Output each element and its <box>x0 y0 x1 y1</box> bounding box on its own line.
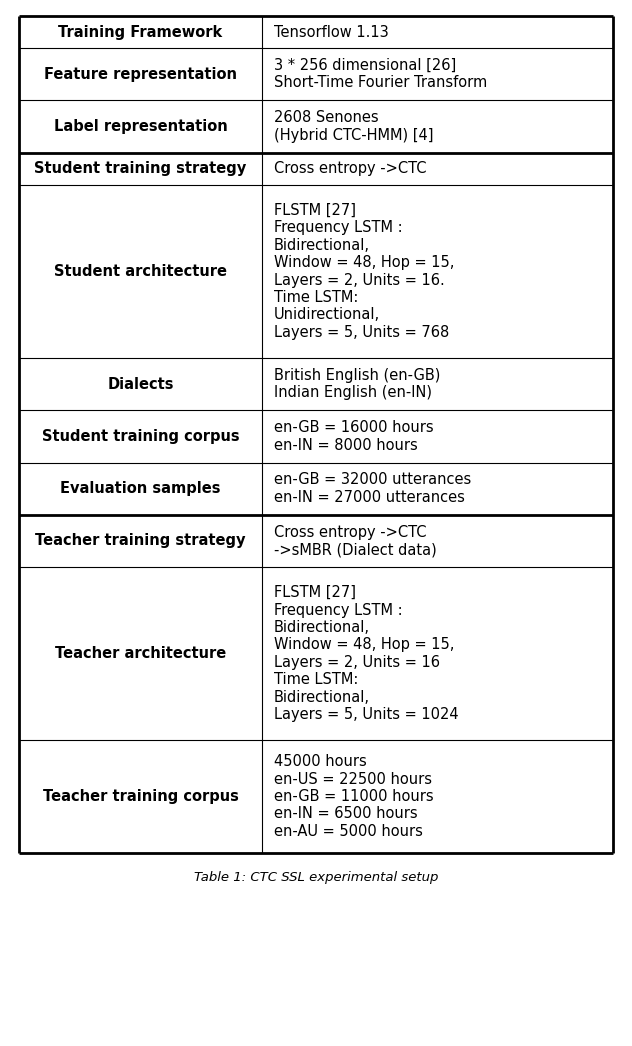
Text: Feature representation: Feature representation <box>44 67 237 82</box>
Text: en-GB = 32000 utterances
en-IN = 27000 utterances: en-GB = 32000 utterances en-IN = 27000 u… <box>274 473 471 505</box>
Text: FLSTM [27]
Frequency LSTM :
Bidirectional,
Window = 48, Hop = 15,
Layers = 2, Un: FLSTM [27] Frequency LSTM : Bidirectiona… <box>274 585 458 722</box>
Text: Student training strategy: Student training strategy <box>35 161 246 177</box>
Text: 2608 Senones
(Hybrid CTC-HMM) [4]: 2608 Senones (Hybrid CTC-HMM) [4] <box>274 111 433 142</box>
Text: en-GB = 16000 hours
en-IN = 8000 hours: en-GB = 16000 hours en-IN = 8000 hours <box>274 420 434 453</box>
Text: Dialects: Dialects <box>107 377 174 391</box>
Text: Cross entropy ->CTC
->sMBR (Dialect data): Cross entropy ->CTC ->sMBR (Dialect data… <box>274 525 437 558</box>
Text: FLSTM [27]
Frequency LSTM :
Bidirectional,
Window = 48, Hop = 15,
Layers = 2, Un: FLSTM [27] Frequency LSTM : Bidirectiona… <box>274 203 454 340</box>
Text: Teacher training corpus: Teacher training corpus <box>43 789 238 804</box>
Text: Teacher training strategy: Teacher training strategy <box>35 533 246 548</box>
Text: Table 1: CTC SSL experimental setup: Table 1: CTC SSL experimental setup <box>194 871 438 884</box>
Text: Evaluation samples: Evaluation samples <box>61 481 221 496</box>
Text: Cross entropy ->CTC: Cross entropy ->CTC <box>274 161 426 177</box>
Text: 3 * 256 dimensional [26]
Short-Time Fourier Transform: 3 * 256 dimensional [26] Short-Time Four… <box>274 59 487 90</box>
Text: British English (en-GB)
Indian English (en-IN): British English (en-GB) Indian English (… <box>274 368 440 401</box>
Text: 45000 hours
en-US = 22500 hours
en-GB = 11000 hours
en-IN = 6500 hours
en-AU = 5: 45000 hours en-US = 22500 hours en-GB = … <box>274 754 434 839</box>
Text: Training Framework: Training Framework <box>59 24 222 40</box>
Text: Student training corpus: Student training corpus <box>42 429 240 444</box>
Text: Tensorflow 1.13: Tensorflow 1.13 <box>274 24 389 40</box>
Text: Label representation: Label representation <box>54 119 228 134</box>
Text: Student architecture: Student architecture <box>54 264 227 279</box>
Text: Teacher architecture: Teacher architecture <box>55 646 226 661</box>
